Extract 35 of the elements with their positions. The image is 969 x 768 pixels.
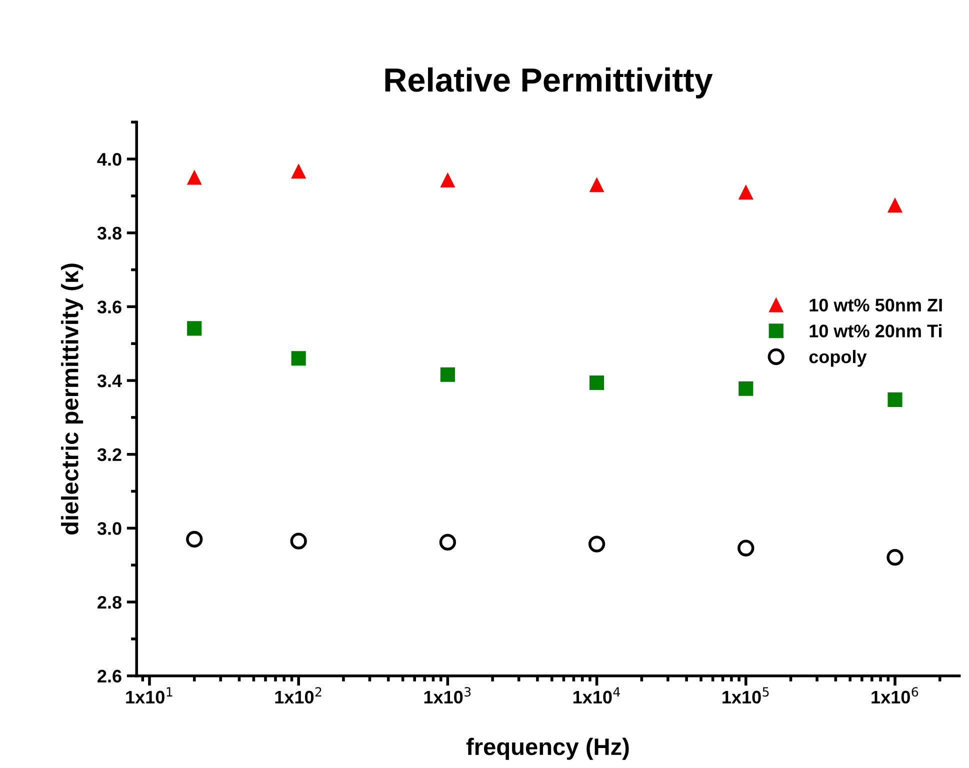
y-tick-label: 3.4 bbox=[97, 374, 122, 388]
y-tick-label: 2.8 bbox=[98, 596, 122, 609]
x-tick-label: 1x10$^{5}$ bbox=[722, 687, 769, 704]
y-tick-label: 4.0 bbox=[97, 152, 122, 166]
legend-label: 10 wt% 50nm ZI bbox=[810, 298, 942, 312]
x-tick-label: 1x10$^{2}$ bbox=[275, 687, 322, 704]
y-axis-title: dielectric permittivity (κ) bbox=[61, 264, 84, 534]
y-tick-label: 3.2 bbox=[97, 448, 122, 462]
point bbox=[589, 375, 604, 390]
point bbox=[440, 367, 455, 382]
chart-title: Relative Permittivitty bbox=[385, 67, 713, 98]
point bbox=[291, 164, 306, 179]
x-tick-label: 1x10$^{6}$ bbox=[872, 687, 918, 704]
point bbox=[439, 534, 456, 551]
point bbox=[888, 392, 902, 408]
point bbox=[886, 549, 904, 566]
y-tick-label: 3.6 bbox=[97, 300, 122, 314]
point bbox=[888, 198, 902, 212]
y-tick-label: 3.8 bbox=[97, 226, 122, 240]
point bbox=[291, 351, 306, 366]
y-tick-label: 2.6 bbox=[98, 670, 122, 683]
x-tick-label: 1x10$^{1}$ bbox=[126, 687, 172, 704]
point bbox=[738, 540, 754, 556]
point bbox=[440, 172, 455, 188]
x-axis-title: frequency (Hz) bbox=[466, 738, 629, 760]
point bbox=[290, 532, 307, 550]
y-tick-label: 3.0 bbox=[97, 522, 122, 535]
x-tick-label: 1x10$^{4}$ bbox=[573, 687, 620, 704]
point bbox=[738, 381, 754, 396]
x-tick-label: 1x10$^{3}$ bbox=[424, 687, 471, 704]
legend-label: copoly bbox=[809, 350, 867, 367]
point bbox=[589, 178, 604, 192]
point bbox=[738, 184, 754, 200]
point bbox=[588, 536, 606, 552]
legend-label: 10 wt% 20nm Ti bbox=[810, 324, 942, 338]
